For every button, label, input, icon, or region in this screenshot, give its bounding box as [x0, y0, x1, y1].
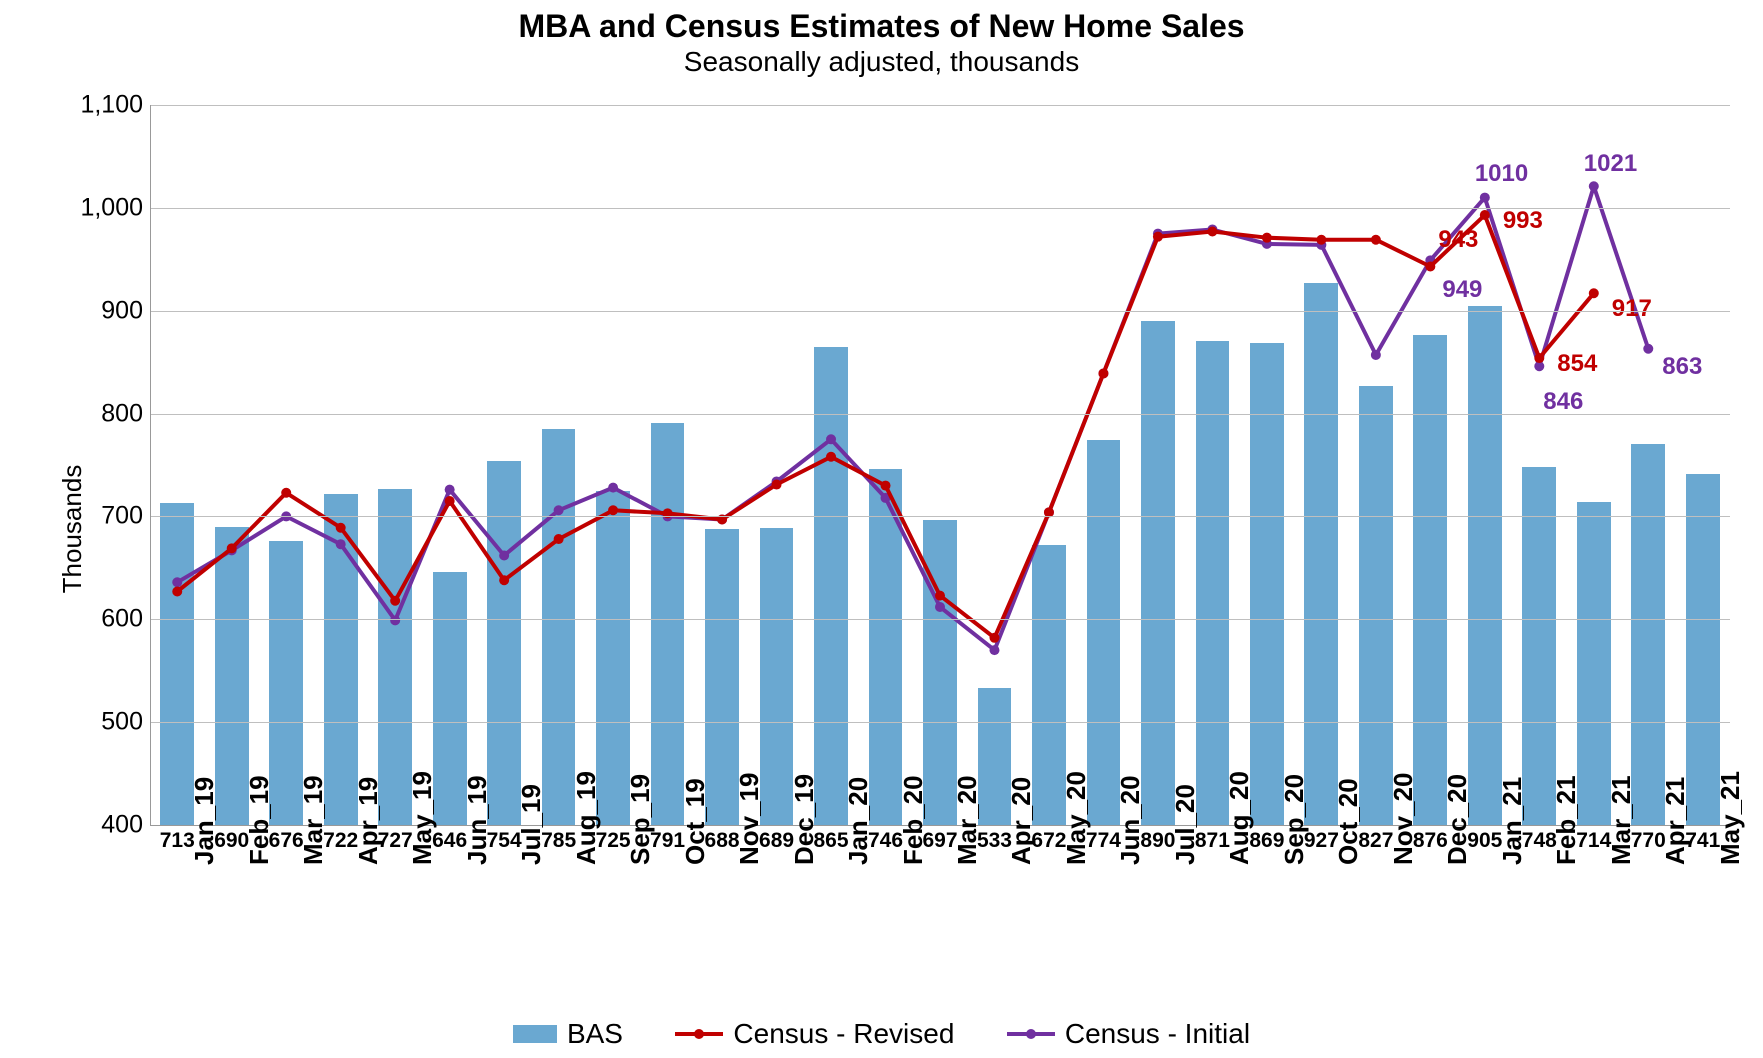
x-tick-label: Feb_21	[1551, 775, 1582, 865]
legend-swatch-revised	[675, 1025, 723, 1043]
x-tick-label: Nov_20	[1388, 773, 1419, 866]
data-label: 993	[1503, 207, 1543, 235]
x-tick-label: Nov_19	[734, 773, 765, 866]
legend-swatch-bas	[513, 1025, 557, 1043]
x-tick-label: May_19	[407, 771, 438, 865]
x-tick-label: Dec_20	[1442, 774, 1473, 865]
y-tick-label: 800	[78, 399, 143, 428]
data-label: 949	[1442, 276, 1482, 304]
x-tick-label: Apr_20	[1006, 777, 1037, 865]
y-tick-label: 900	[78, 296, 143, 325]
x-tick-label: Dec_19	[789, 774, 820, 865]
data-labels-layer: 949 1010 846 1021 863 943 993 854 917	[150, 105, 1730, 825]
x-tick-label: Jan_20	[843, 777, 874, 865]
chart-container: MBA and Census Estimates of New Home Sal…	[0, 0, 1763, 1058]
x-tick-label: Mar_21	[1606, 775, 1637, 865]
y-tick-label: 1,000	[78, 193, 143, 222]
x-tick-label: Jul_20	[1170, 784, 1201, 865]
y-tick-label: 500	[78, 708, 143, 737]
legend-label-revised: Census - Revised	[733, 1018, 954, 1050]
y-tick-label: 400	[78, 811, 143, 840]
legend-label-bas: BAS	[567, 1018, 623, 1050]
data-label: 863	[1662, 353, 1702, 381]
legend-swatch-initial	[1007, 1025, 1055, 1043]
x-tick-label: May_21	[1715, 771, 1746, 865]
x-tick-label: Jun_19	[462, 775, 493, 865]
y-tick-label: 700	[78, 502, 143, 531]
legend-item-revised: Census - Revised	[675, 1018, 954, 1050]
x-tick-label: Jan_19	[189, 777, 220, 865]
x-tick-label: Jun_20	[1115, 775, 1146, 865]
x-tick-label: Aug_19	[571, 771, 602, 865]
data-label: 846	[1543, 388, 1583, 416]
y-tick-label: 1,100	[78, 91, 143, 120]
chart-subtitle: Seasonally adjusted, thousands	[0, 46, 1763, 78]
x-tick-label: May_20	[1061, 771, 1092, 865]
x-tick-label: Sep_20	[1279, 774, 1310, 865]
x-tick-label: Feb_19	[244, 775, 275, 865]
legend-item-initial: Census - Initial	[1007, 1018, 1250, 1050]
legend: BAS Census - Revised Census - Initial	[0, 1018, 1763, 1050]
data-label: 917	[1612, 295, 1652, 323]
x-tick-label: Oct_19	[680, 778, 711, 865]
x-tick-label: Mar_20	[952, 775, 983, 865]
data-label: 1021	[1584, 150, 1637, 178]
x-tick-label: Aug_20	[1224, 771, 1255, 865]
y-tick-label: 600	[78, 605, 143, 634]
x-tick-label: Mar_19	[298, 775, 329, 865]
x-tick-label: Sep_19	[625, 774, 656, 865]
x-tick-label: Jul_19	[516, 784, 547, 865]
legend-item-bas: BAS	[513, 1018, 623, 1050]
data-label: 943	[1438, 226, 1478, 254]
plot-area: 7136906767227276467547857257916886898657…	[150, 105, 1730, 825]
x-tick-label: Apr_19	[353, 777, 384, 865]
chart-title: MBA and Census Estimates of New Home Sal…	[0, 8, 1763, 45]
x-tick-label: Jan_21	[1497, 777, 1528, 865]
x-tick-label: Oct_20	[1333, 778, 1364, 865]
legend-label-initial: Census - Initial	[1065, 1018, 1250, 1050]
data-label: 1010	[1475, 160, 1528, 188]
x-tick-label: Feb_20	[898, 775, 929, 865]
data-label: 854	[1557, 350, 1597, 378]
x-tick-label: Apr_21	[1660, 777, 1691, 865]
